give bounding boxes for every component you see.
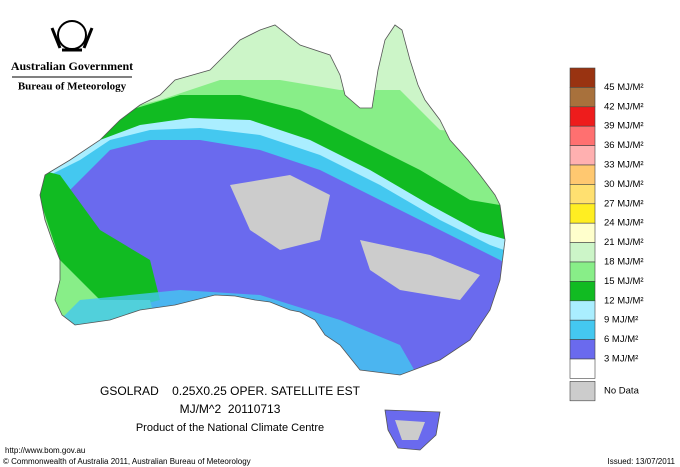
footer-url: http://www.bom.gov.au (5, 446, 85, 455)
logo (50, 20, 94, 52)
legend-label: 21 MJ/M² (604, 237, 644, 248)
legend-label: 9 MJ/M² (604, 315, 638, 326)
legend-label: 27 MJ/M² (604, 198, 644, 209)
legend-label: 6 MJ/M² (604, 334, 638, 345)
legend-swatch (569, 300, 596, 321)
product-source: Product of the National Climate Centre (136, 422, 324, 434)
legend-label: 12 MJ/M² (604, 295, 644, 306)
legend-swatch (569, 222, 596, 243)
footer-issued: Issued: 13/07/2011 (608, 457, 676, 466)
legend-swatch (569, 164, 596, 185)
legend-swatch (569, 381, 596, 402)
legend-label: No Data (604, 386, 640, 397)
legend-label: 24 MJ/M² (604, 218, 644, 229)
legend-label: 15 MJ/M² (604, 276, 644, 287)
legend-swatch (569, 358, 596, 379)
tasmania-no-data (395, 420, 425, 440)
product-name: GSOLRAD 0.25X0.25 OPER. SATELLITE EST (100, 384, 361, 398)
legend-label: 30 MJ/M² (604, 179, 644, 190)
legend: 45 MJ/M² 42 MJ/M² 39 MJ/M² 36 MJ/M² 33 MJ/M²… (569, 67, 644, 402)
legend-swatch (569, 145, 596, 166)
legend-swatch (569, 87, 596, 108)
legend-swatch (569, 261, 596, 282)
legend-label: 42 MJ/M² (604, 101, 644, 112)
legend-swatch (569, 106, 596, 127)
government-name: Australian Government (11, 59, 133, 73)
agency-name: Bureau of Meteorology (18, 81, 127, 93)
legend-swatch (569, 67, 596, 88)
legend-swatch (569, 242, 596, 263)
legend-label: 3 MJ/M² (604, 354, 638, 365)
legend-swatch (569, 319, 596, 340)
legend-label: 36 MJ/M² (604, 140, 644, 151)
legend-swatch (569, 281, 596, 302)
legend-label: 45 MJ/M² (604, 82, 644, 93)
legend-swatch (569, 203, 596, 224)
legend-label: 18 MJ/M² (604, 257, 644, 268)
legend-label: 39 MJ/M² (604, 121, 644, 132)
legend-swatch (569, 184, 596, 205)
product-units-date: MJ/M^2 20110713 (180, 402, 281, 416)
legend-swatch (569, 125, 596, 146)
footer-copyright: © Commonwealth of Australia 2011, Austra… (3, 457, 251, 466)
legend-label: 33 MJ/M² (604, 160, 644, 171)
legend-swatch (569, 339, 596, 360)
